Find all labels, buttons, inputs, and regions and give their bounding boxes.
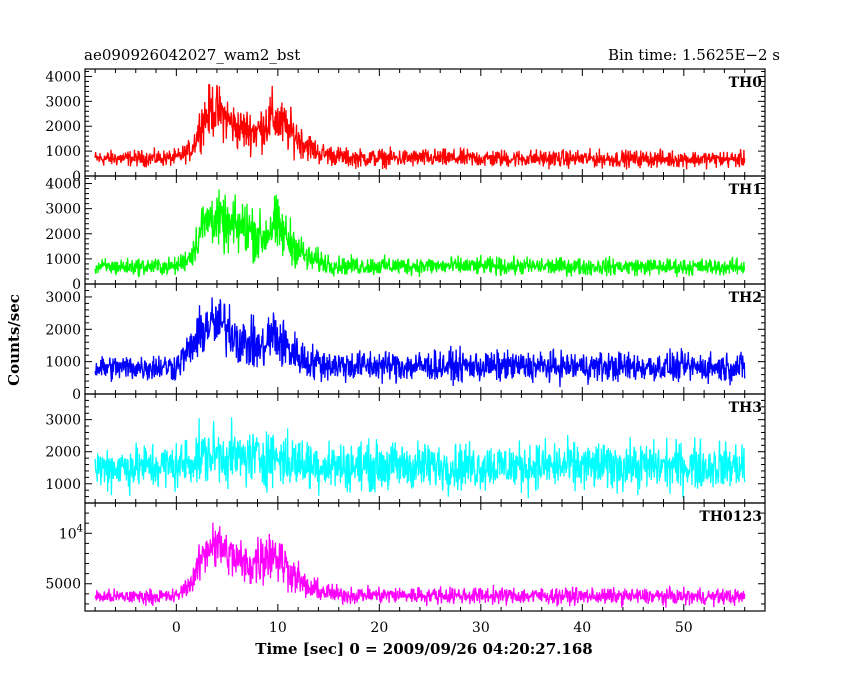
y-tick-label: 4000 bbox=[45, 69, 81, 85]
chart-subtitle: Bin time: 1.5625E−2 s bbox=[608, 46, 780, 64]
panel-label-th2: TH2 bbox=[729, 290, 762, 306]
y-tick-label: 2000 bbox=[45, 227, 81, 243]
series-line-th0123 bbox=[94, 522, 746, 608]
series-line-th1 bbox=[94, 189, 746, 278]
y-tick-label: 3000 bbox=[45, 94, 81, 110]
x-tick-label: 0 bbox=[172, 620, 181, 636]
y-tick-label: 4000 bbox=[45, 177, 81, 193]
y-tick-label: 1000 bbox=[45, 252, 81, 268]
y-tick-label: 3000 bbox=[45, 290, 81, 306]
x-tick-label: 40 bbox=[573, 620, 591, 636]
chart-title: ae090926042027_wam2_bst bbox=[84, 46, 300, 64]
panel-label-th1: TH1 bbox=[729, 182, 762, 198]
x-tick-label: 30 bbox=[472, 620, 490, 636]
y-tick-label: 2000 bbox=[45, 119, 81, 135]
y-tick-label: 1000 bbox=[45, 477, 81, 493]
y-tick-label: 1000 bbox=[45, 355, 81, 371]
x-axis-label: Time [sec] 0 = 2009/09/26 04:20:27.168 bbox=[255, 640, 592, 658]
y-tick-label: 3000 bbox=[45, 413, 81, 429]
y-axis-label: Counts/sec bbox=[5, 294, 23, 386]
series-line-th2 bbox=[94, 297, 746, 388]
x-tick-label: 10 bbox=[269, 620, 287, 636]
series-line-th0 bbox=[94, 83, 746, 170]
y-tick-label: 3000 bbox=[45, 202, 81, 218]
y-tick-label: 2000 bbox=[45, 445, 81, 461]
panel-label-th3: TH3 bbox=[729, 400, 762, 416]
y-tick-label: 104 bbox=[59, 523, 83, 542]
y-tick-label: 2000 bbox=[45, 322, 81, 338]
panel-frame bbox=[84, 502, 766, 612]
y-tick-label: 0 bbox=[72, 277, 81, 293]
y-tick-label: 1000 bbox=[45, 144, 81, 160]
x-tick-label: 50 bbox=[675, 620, 693, 636]
y-tick-label: 0 bbox=[72, 387, 81, 403]
panel-label-th0123: TH0123 bbox=[699, 509, 762, 525]
y-tick-label: 0 bbox=[72, 169, 81, 185]
series-line-th3 bbox=[94, 417, 746, 499]
y-tick-label: 5000 bbox=[45, 577, 81, 593]
panel-label-th0: TH0 bbox=[729, 75, 763, 91]
x-tick-label: 20 bbox=[370, 620, 388, 636]
